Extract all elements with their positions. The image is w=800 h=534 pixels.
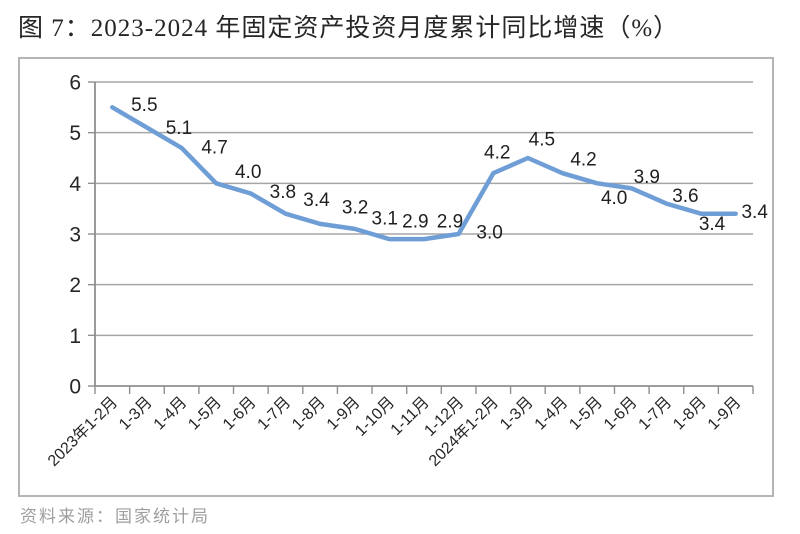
data-label: 3.4	[741, 202, 768, 223]
data-label: 4.0	[235, 162, 261, 183]
x-tick-label: 1-3月	[116, 394, 156, 434]
x-tick-label: 1-8月	[670, 394, 710, 434]
data-label: 5.5	[131, 95, 157, 116]
data-label: 4.2	[570, 150, 596, 171]
data-label: 4.0	[601, 188, 627, 209]
data-label: 3.2	[342, 197, 368, 218]
y-tick-label: 1	[69, 325, 81, 348]
x-tick-label: 1-3月	[497, 394, 537, 434]
series-polyline	[110, 105, 738, 242]
x-tick-label: 1-4月	[151, 394, 191, 434]
x-tick-label: 1-6月	[220, 394, 260, 434]
x-tick-label: 1-7月	[255, 394, 295, 434]
x-tick-label: 1-5月	[566, 394, 606, 434]
x-tick-label: 1-10月	[352, 394, 398, 440]
x-tick-label: 1-4月	[532, 394, 572, 434]
data-label: 2.9	[402, 212, 428, 233]
axis-ticks	[88, 81, 754, 394]
data-label: 3.9	[634, 167, 660, 188]
y-tick-label: 4	[69, 173, 81, 196]
data-label: 3.4	[303, 190, 330, 211]
data-label: 3.8	[270, 182, 296, 203]
y-tick-label: 3	[69, 224, 81, 247]
data-label: 5.1	[166, 118, 192, 139]
data-labels: 5.55.14.74.03.8 3.4 3.23.1 2.9 2.93.04.24.54…	[131, 95, 768, 244]
gridlines	[95, 81, 753, 337]
x-tick-label: 1-8月	[289, 394, 329, 434]
data-label: 3.6	[672, 186, 698, 207]
data-label: 3.4	[699, 214, 726, 235]
x-axis-labels: 2023年1-2月1-3月1-4月1-5月1-6月1-7月1-8月1-9月1-1…	[44, 393, 744, 470]
data-label: 2.9	[437, 212, 463, 233]
x-tick-label: 1-9月	[705, 394, 745, 434]
y-tick-label: 6	[69, 72, 81, 95]
data-label: 3.1	[372, 208, 398, 229]
x-tick-label: 2023年1-2月	[44, 393, 121, 470]
series-line	[110, 105, 738, 242]
data-label: 4.7	[201, 137, 227, 158]
source-note: 资料来源：国家统计局	[20, 507, 210, 526]
y-tick-label: 0	[69, 376, 81, 399]
x-tick-label: 1-5月	[185, 394, 225, 434]
y-tick-label: 5	[69, 122, 81, 145]
data-label: 3.0	[476, 223, 502, 244]
y-axis-labels: 0 1 2 3 4 5 6	[69, 72, 81, 399]
data-label: 4.2	[484, 143, 510, 164]
data-label: 4.5	[529, 130, 555, 151]
x-tick-label: 1-6月	[601, 394, 641, 434]
figure-title: 图 7：2023-2024 年固定资产投资月度累计同比增速（%）	[18, 15, 680, 42]
x-tick-label: 1-7月	[636, 394, 676, 434]
y-tick-label: 2	[69, 274, 81, 297]
